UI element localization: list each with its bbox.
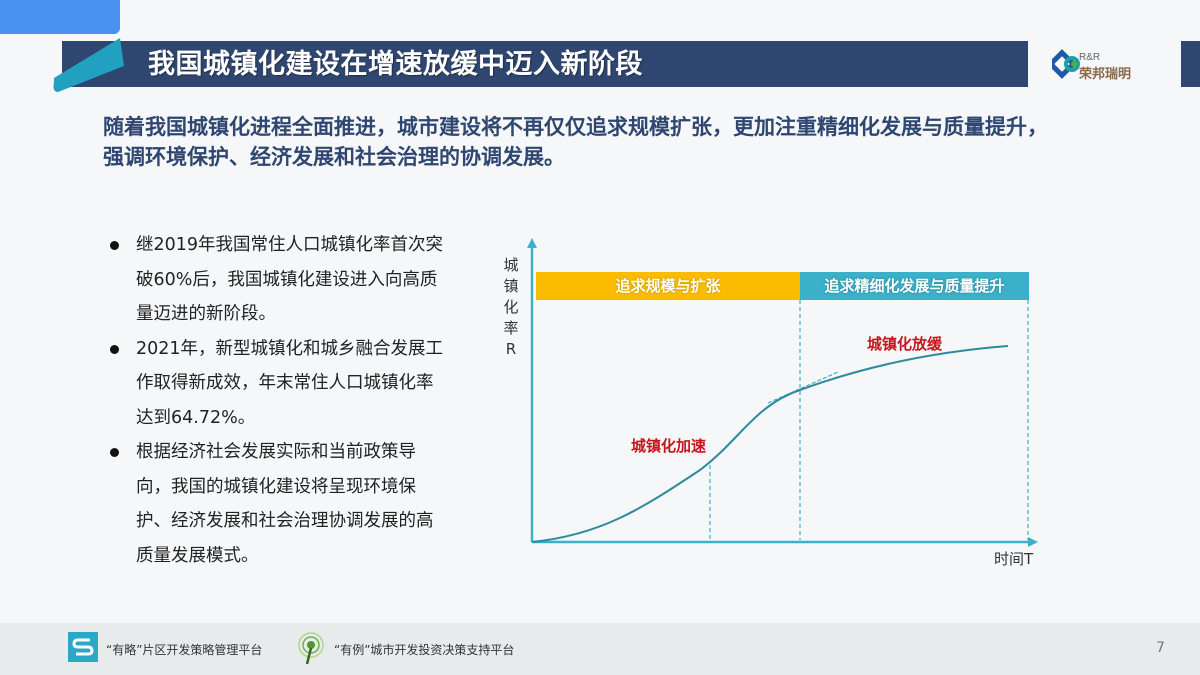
bullet-item: 根据经济社会发展实际和当前政策导向，我国的城镇化建设将呈现环境保护、经济发展和社…	[110, 435, 450, 573]
phase-quality-improvement-band: 追求精细化发展与质量提升	[800, 272, 1029, 300]
annotation-accelerate: 城镇化加速	[631, 437, 707, 455]
logo-name-text: 荣邦瑞明	[1079, 67, 1132, 82]
page-number: 7	[1156, 640, 1165, 656]
annotation-slowdown: 城镇化放缓	[867, 335, 943, 353]
youlue-platform-icon	[68, 632, 98, 662]
footer-platform-youlue: “有略”片区开发策略管理平台	[106, 643, 263, 657]
x-axis-label: 时间T	[994, 550, 1034, 568]
bullet-dot-icon	[110, 448, 119, 457]
bullet-item: 2021年，新型城镇化和城乡融合发展工作取得新成效，年末常住人口城镇化率达到64…	[110, 332, 450, 436]
phase-scale-expansion-band: 追求规模与扩张	[536, 272, 800, 300]
youli-platform-icon	[298, 632, 324, 665]
ribbon-fold-icon	[53, 38, 124, 92]
decorative-ribbon	[0, 0, 120, 34]
bullet-dot-icon	[110, 241, 119, 250]
bullet-item: 继2019年我国常住人口城镇化率首次突破60%后，我国城镇化建设进入向高质量迈进…	[110, 228, 450, 332]
title-bar	[62, 41, 1028, 87]
urbanization-s-curve-diagram	[527, 238, 1038, 547]
bullet-dot-icon	[110, 344, 119, 354]
company-logo-icon	[1052, 49, 1080, 79]
y-axis-label: 城 镇 化 率 R	[503, 256, 519, 358]
logo-mark-text: R&R	[1079, 52, 1101, 63]
footer-bar	[0, 623, 1200, 675]
footer-platform-youli: “有例”城市开发投资决策支持平台	[334, 643, 515, 657]
right-accent-bar	[1181, 41, 1200, 87]
bullet-list: 继2019年我国常住人口城镇化率首次突破60%后，我国城镇化建设进入向高质量迈进…	[110, 228, 450, 573]
subtitle-summary: 随着我国城镇化进程全面推进，城市建设将不再仅仅追求规模扩张，更加注重精细化发展与…	[103, 115, 1048, 169]
page-title: 我国城镇化建设在增速放缓中迈入新阶段	[148, 49, 643, 80]
